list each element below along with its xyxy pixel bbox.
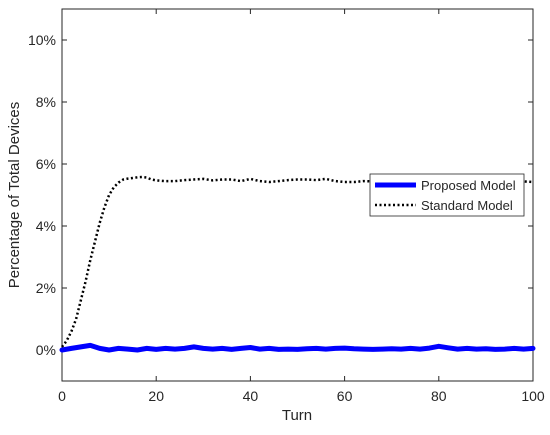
x-tick-label: 80 xyxy=(431,388,447,404)
legend: Proposed Model Standard Model xyxy=(369,173,525,217)
y-tick-label: 2% xyxy=(36,280,56,296)
x-axis-title: Turn xyxy=(282,407,312,424)
legend-label-proposed-model: Proposed Model xyxy=(421,178,516,193)
y-tick-label: 0% xyxy=(36,342,56,358)
x-tick-label: 40 xyxy=(243,388,259,404)
series-layer xyxy=(59,175,536,353)
x-axis-ticks: 0 20 40 60 80 100 xyxy=(58,9,545,404)
y-tick-label: 4% xyxy=(36,218,56,234)
series-line-proposed-model xyxy=(59,342,536,353)
y-tick-label: 8% xyxy=(36,94,56,110)
x-tick-label: 0 xyxy=(58,388,66,404)
y-axis-title: Percentage of Total Devices xyxy=(6,102,23,289)
x-tick-label: 60 xyxy=(337,388,353,404)
legend-label-standard-model: Standard Model xyxy=(421,198,513,213)
x-tick-label: 100 xyxy=(521,388,545,404)
y-axis-ticks: 0% 2% 4% 6% 8% 10% xyxy=(28,32,533,358)
x-tick-label: 20 xyxy=(148,388,164,404)
y-tick-label: 6% xyxy=(36,156,56,172)
y-tick-label: 10% xyxy=(28,32,56,48)
legend-box xyxy=(369,173,525,217)
